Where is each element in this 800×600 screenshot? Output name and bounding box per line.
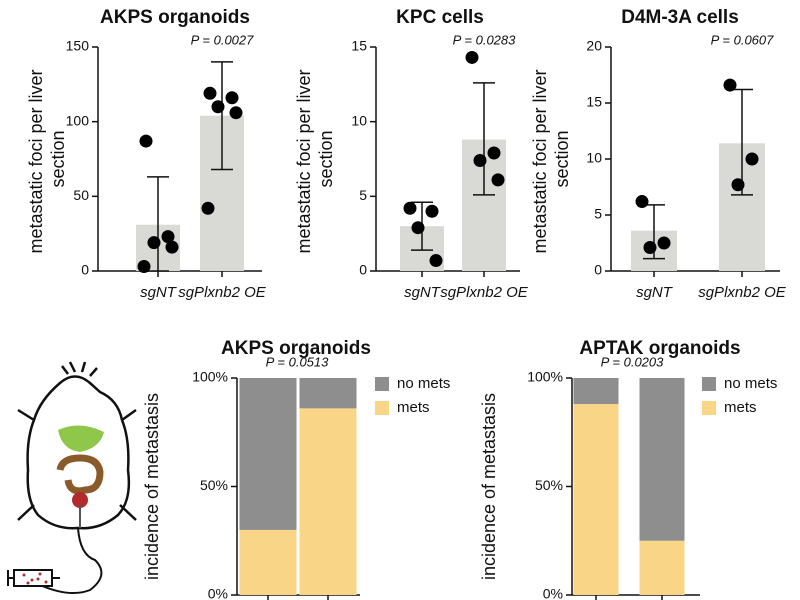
y-axis-label: incidence of metastasis [142, 393, 162, 580]
legend-swatch [702, 377, 716, 391]
y-tick-label: 50% [535, 477, 563, 493]
chart-title: AKPS organoids [100, 7, 250, 28]
legend-swatch [375, 377, 389, 391]
bar-segment [639, 378, 685, 541]
data-point [635, 195, 649, 209]
data-point [403, 201, 417, 215]
p-value-annotation: P = 0.0607 [711, 32, 775, 47]
chart-title: D4M-3A cells [621, 7, 739, 28]
y-axis-label: metastatic foci per liver section [26, 64, 68, 253]
y-tick-label: 10 [351, 112, 367, 128]
y-tick-label: 0 [359, 262, 367, 278]
legend-label: no mets [724, 375, 777, 392]
data-point [723, 78, 737, 92]
data-point [491, 173, 505, 187]
data-point [745, 152, 759, 166]
y-tick-label: 0 [81, 262, 89, 278]
chart-title: KPC cells [396, 7, 484, 28]
bar-segment [639, 540, 685, 595]
chart-title: AKPS organoids [221, 338, 371, 359]
y-tick-label: 150 [66, 38, 90, 54]
data-point [161, 230, 175, 244]
x-tick-label: sgPlxnb2 OE [178, 284, 267, 301]
x-tick-label: sgPlxnb2 OE [440, 284, 529, 301]
data-point [201, 201, 215, 215]
data-point [643, 240, 657, 254]
y-tick-label: 0 [594, 262, 602, 278]
data-point [429, 254, 443, 268]
bar-segment [573, 378, 619, 405]
legend-label: mets [724, 399, 757, 416]
data-point [165, 240, 179, 254]
y-axis-label: incidence of metastasis [479, 393, 499, 580]
data-point [465, 50, 479, 64]
data-point [225, 91, 239, 105]
data-point [147, 236, 161, 250]
mouse-illustration [7, 361, 137, 595]
data-point [425, 204, 439, 218]
y-axis-label: metastatic foci per liver section [294, 64, 336, 253]
p-value-annotation: P = 0.0027 [191, 32, 255, 47]
y-tick-label: 100% [527, 369, 563, 385]
error-bar [211, 61, 233, 171]
y-tick-label: 15 [351, 38, 367, 54]
data-point [657, 236, 671, 250]
error-bar [473, 82, 495, 196]
data-point [137, 260, 151, 274]
y-tick-label: 0% [543, 586, 563, 600]
bar-segment [239, 378, 297, 530]
y-axis-label: metastatic foci per liver section [530, 64, 572, 253]
p-value-annotation: P = 0.0203 [601, 354, 665, 369]
data-point [229, 106, 243, 120]
data-point [203, 86, 217, 100]
data-point [487, 146, 501, 160]
y-tick-label: 10 [586, 150, 602, 166]
error-bar [147, 176, 169, 272]
x-tick-label: sgPlxnb2 OE [698, 284, 787, 301]
y-tick-label: 50 [73, 187, 89, 203]
y-tick-label: 0% [208, 586, 228, 600]
legend-label: mets [397, 399, 430, 416]
y-tick-label: 20 [586, 38, 602, 54]
y-tick-label: 100 [66, 112, 90, 128]
x-tick-label: sgNT [636, 284, 674, 301]
y-tick-label: 50% [200, 477, 228, 493]
data-point [211, 100, 225, 114]
x-tick-label: sgNT [404, 284, 442, 301]
y-tick-label: 5 [359, 187, 367, 203]
y-tick-label: 15 [586, 94, 602, 110]
y-tick-label: 100% [192, 369, 228, 385]
bar-segment [239, 529, 297, 595]
legend-swatch [702, 401, 716, 415]
p-value-annotation: P = 0.0283 [453, 32, 517, 47]
data-point [411, 221, 425, 235]
bar-segment [299, 408, 357, 595]
legend-label: no mets [397, 375, 450, 392]
bar-segment [299, 378, 357, 409]
p-value-annotation: P = 0.0513 [266, 354, 330, 369]
bar-segment [573, 404, 619, 595]
y-tick-label: 5 [594, 206, 602, 222]
data-point [731, 178, 745, 192]
data-point [473, 153, 487, 167]
chart-title: APTAK organoids [579, 338, 740, 359]
legend-swatch [375, 401, 389, 415]
x-tick-label: sgNT [140, 284, 178, 301]
data-point [139, 134, 153, 148]
